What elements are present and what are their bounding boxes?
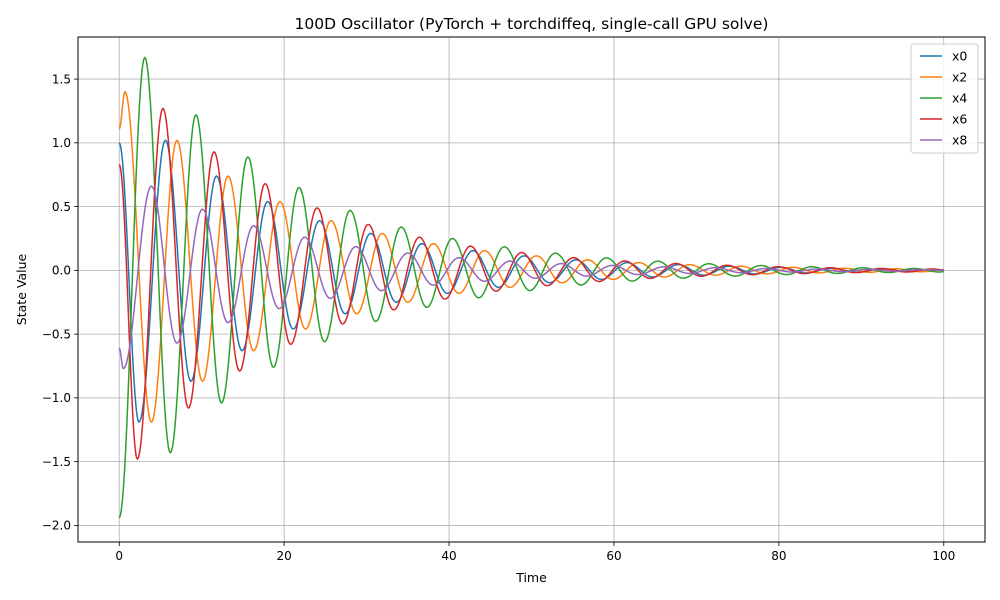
- y-axis-title: State Value: [14, 253, 29, 325]
- legend-label-x2: x2: [952, 70, 967, 85]
- x-tick-label: 40: [441, 549, 456, 563]
- legend-box: [910, 43, 979, 154]
- x-tick-label: 80: [771, 549, 786, 563]
- x-tick-label: 100: [932, 549, 955, 563]
- y-tick-label: 1.5: [52, 72, 71, 86]
- x-tick-label: 20: [276, 549, 291, 563]
- series-line-x6: [118, 107, 945, 460]
- plot-lines: [118, 56, 945, 519]
- axis-ticks: 0 20 40 60 80 100 −2.0 −1.5 −1.0 −0.5 0.0 0.5 1.0 1.5: [42, 72, 955, 563]
- legend: x0 x2 x4 x6 x8: [910, 43, 979, 154]
- y-tick-label: 0.5: [52, 200, 71, 214]
- legend-label-x6: x6: [952, 112, 967, 127]
- y-tick-label: −1.0: [42, 391, 71, 405]
- x-tick-label: 0: [115, 549, 123, 563]
- x-tick-label: 60: [606, 549, 621, 563]
- legend-label-x8: x8: [952, 133, 967, 148]
- y-tick-label: 0.0: [52, 264, 71, 278]
- y-tick-label: −0.5: [42, 327, 71, 341]
- y-tick-label: 1.0: [52, 136, 71, 150]
- chart-title: 100D Oscillator (PyTorch + torchdiffeq, …: [295, 15, 769, 33]
- y-tick-label: −1.5: [42, 455, 71, 469]
- legend-label-x4: x4: [952, 91, 967, 106]
- x-axis-title: Time: [515, 570, 547, 585]
- series-line-x8: [118, 185, 944, 370]
- y-tick-label: −2.0: [42, 519, 71, 533]
- plot-frame: [77, 36, 986, 543]
- legend-label-x0: x0: [952, 49, 967, 64]
